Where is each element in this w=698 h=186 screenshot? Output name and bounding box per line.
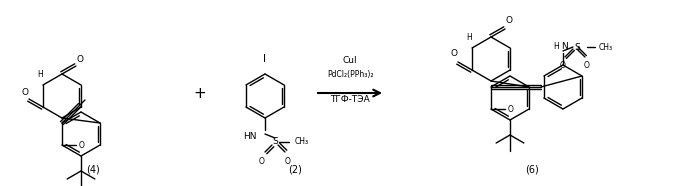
Text: S: S: [574, 42, 580, 52]
Text: CH₃: CH₃: [599, 42, 613, 52]
Text: N: N: [561, 42, 567, 51]
Text: (6): (6): [525, 164, 539, 174]
Text: O: O: [285, 157, 291, 166]
Text: ТГФ-ТЭА: ТГФ-ТЭА: [330, 95, 370, 104]
Text: H: H: [466, 33, 472, 42]
Text: O: O: [560, 61, 566, 70]
Text: HN: HN: [244, 132, 257, 141]
Text: H: H: [37, 70, 43, 79]
Text: (4): (4): [86, 164, 100, 174]
Text: O: O: [22, 88, 29, 97]
Text: (2): (2): [288, 164, 302, 174]
Text: O: O: [505, 16, 512, 25]
Text: O: O: [508, 105, 514, 113]
Text: O: O: [584, 61, 590, 70]
Text: +: +: [193, 86, 207, 100]
Text: H: H: [554, 42, 559, 51]
Text: S: S: [272, 137, 278, 147]
Text: PdCl₂(PPh₃)₂: PdCl₂(PPh₃)₂: [327, 70, 373, 79]
Text: O: O: [259, 157, 265, 166]
Text: O: O: [79, 140, 85, 150]
Text: CuI: CuI: [343, 56, 357, 65]
Text: CH₃: CH₃: [295, 137, 309, 147]
Text: O: O: [77, 55, 84, 64]
Text: O: O: [450, 49, 457, 58]
Text: I: I: [264, 54, 267, 64]
